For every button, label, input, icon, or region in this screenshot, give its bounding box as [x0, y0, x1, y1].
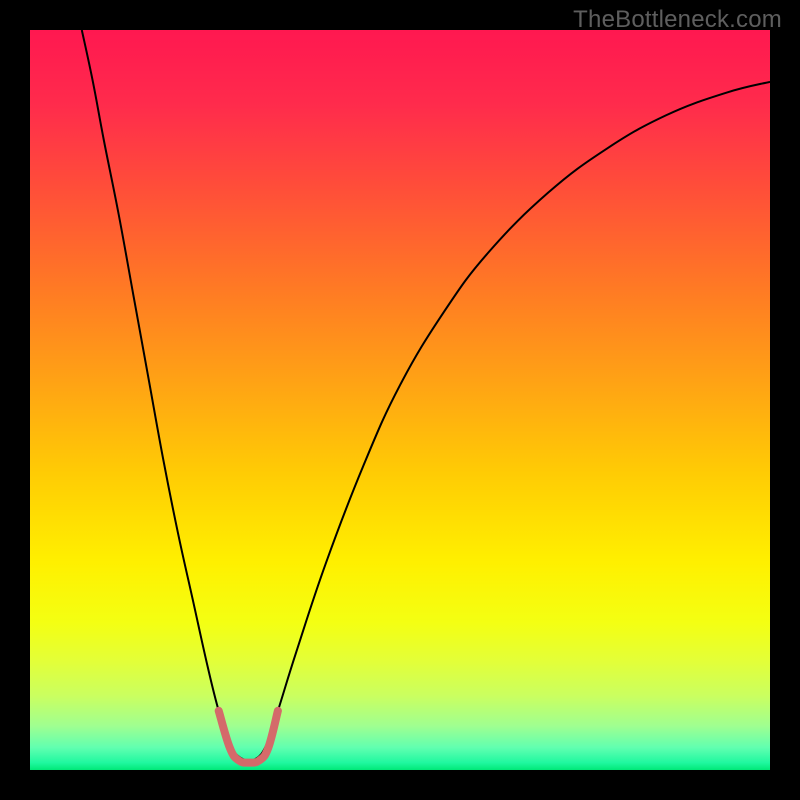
curve-layer	[30, 30, 770, 770]
valley-marker	[219, 711, 278, 763]
bottleneck-curve	[82, 30, 770, 761]
chart-frame: TheBottleneck.com	[0, 0, 800, 800]
watermark-text: TheBottleneck.com	[573, 6, 782, 34]
